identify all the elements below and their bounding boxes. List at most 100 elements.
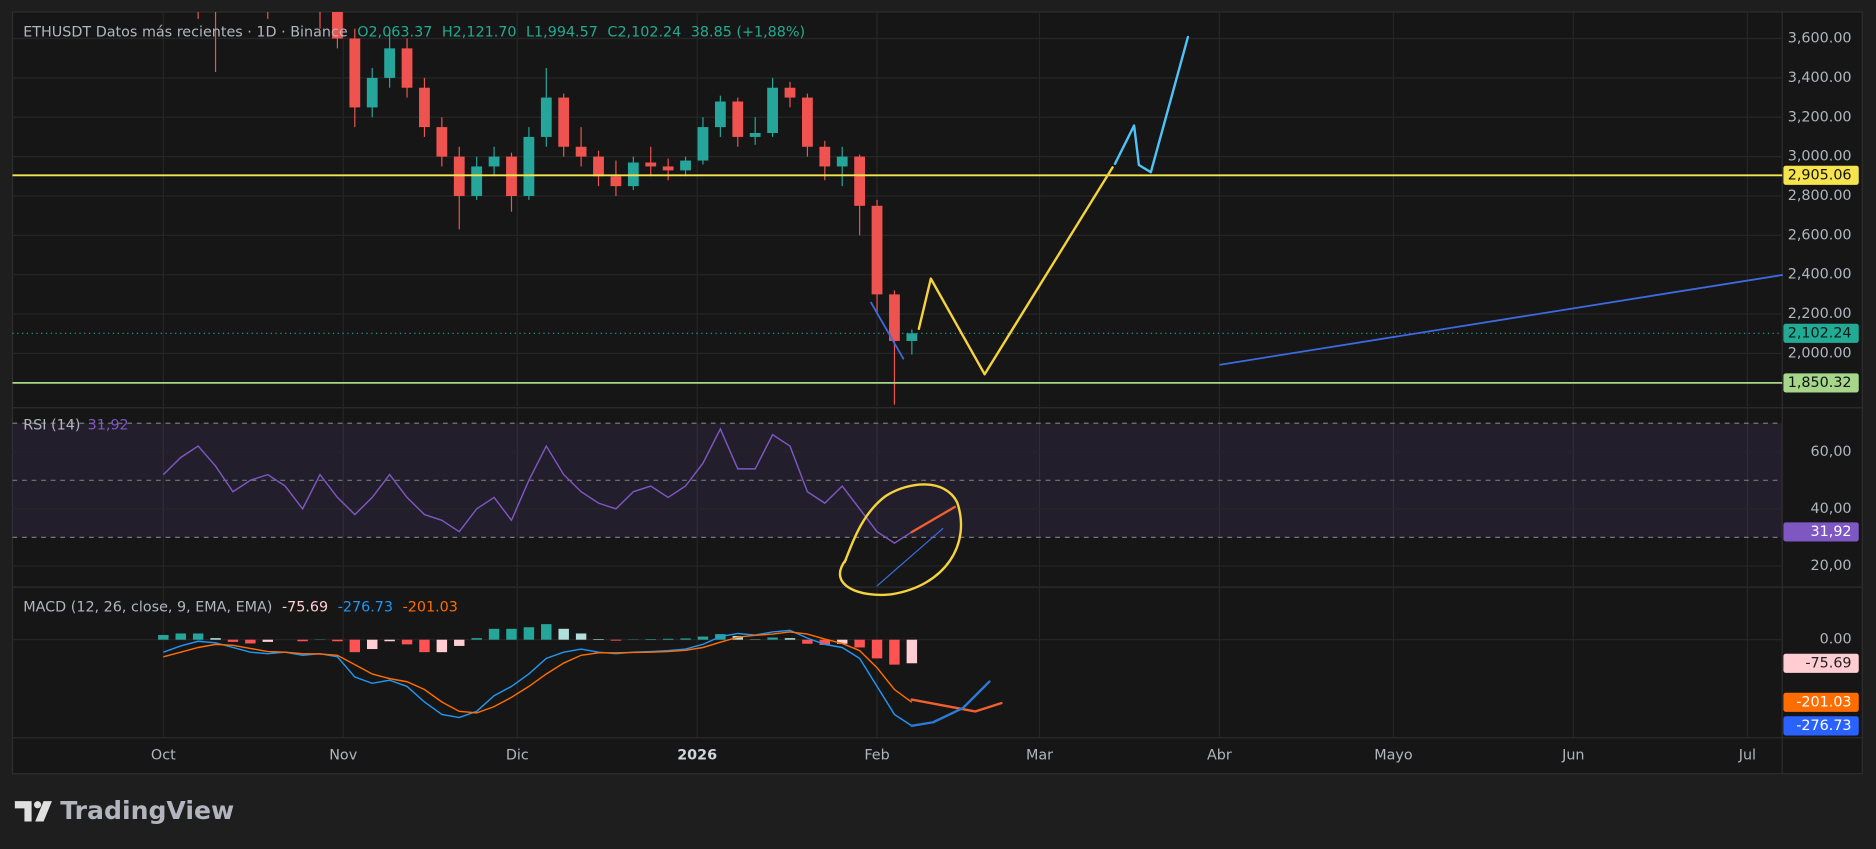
- histogram-bar: [175, 633, 186, 640]
- histogram-bar: [523, 627, 535, 640]
- macd-pill-label: -75.69: [1805, 655, 1851, 671]
- x-tick-label: Mayo: [1374, 748, 1412, 764]
- histogram-bar: [349, 639, 361, 653]
- price-pill: [1783, 323, 1859, 343]
- candle-body: [627, 162, 639, 187]
- histogram-bar: [332, 639, 343, 642]
- trend-line: [870, 301, 905, 360]
- macd-header: MACD (12, 26, close, 9, EMA, EMA) -75.69-…: [23, 599, 458, 615]
- histogram-bar: [210, 638, 221, 640]
- histogram-bar: [454, 639, 465, 646]
- histogram-bar: [506, 628, 517, 640]
- candle-body: [366, 77, 378, 108]
- candle-body: [471, 166, 483, 196]
- histogram-bar: [662, 638, 674, 640]
- trend-line: [1219, 274, 1784, 366]
- macd-value: -276.73: [338, 599, 393, 615]
- y-tick-label: 3,200.00: [1788, 109, 1852, 125]
- histogram-bar: [419, 639, 430, 653]
- price-pill: [1783, 165, 1859, 185]
- ohlc: C2,102.24: [607, 24, 681, 40]
- rsi-pill: [1783, 522, 1859, 542]
- candle-body: [749, 132, 761, 137]
- x-tick-label: 2026: [677, 748, 717, 764]
- candle-body: [575, 146, 587, 157]
- x-tick-label: Abr: [1207, 748, 1232, 764]
- histogram-bar: [227, 639, 239, 642]
- y-tick-label: 3,000.00: [1788, 149, 1852, 165]
- y-tick-label: 3,400.00: [1788, 70, 1852, 86]
- x-tick-label: Mar: [1026, 748, 1053, 764]
- candle-body: [506, 156, 517, 196]
- histogram-bar: [541, 624, 552, 640]
- candle-body: [332, 11, 343, 39]
- histogram-bar: [192, 633, 204, 640]
- histogram-bar: [401, 639, 413, 645]
- histogram-bar: [784, 638, 796, 640]
- y-tick-label: 3,600.00: [1788, 31, 1852, 47]
- histogram-bar: [593, 639, 604, 640]
- chart-panel: [11, 11, 1863, 775]
- candle-body: [732, 101, 744, 137]
- rsi-title: RSI (14): [23, 418, 80, 434]
- histogram-bar: [471, 638, 482, 640]
- drawing-circle: [838, 483, 963, 597]
- macd-pill-label: -201.03: [1796, 694, 1851, 710]
- logo-shape: [35, 801, 52, 822]
- histogram-bar: [836, 639, 848, 644]
- candle-body: [906, 333, 918, 341]
- candle-body: [558, 97, 570, 147]
- candle-body: [697, 127, 709, 161]
- header: ETHUSDT Datos más recientes · 1D · Binan…: [23, 24, 805, 40]
- ohlc: H2,121.70: [442, 24, 517, 40]
- y-tick-label: 2,600.00: [1788, 227, 1852, 243]
- candle-body: [714, 101, 726, 128]
- y-tick-label: 2,400.00: [1788, 267, 1852, 283]
- y-tick-label: 2,000.00: [1788, 345, 1852, 361]
- macd-value: -201.03: [403, 599, 458, 615]
- candles: [197, 11, 918, 405]
- histogram-bar: [819, 639, 831, 645]
- chart-layer: Oct Nov Dic 2026 Feb Mar Abr Mayo Jun Jul 2,000.00…: [12, 11, 1863, 774]
- rsi-line: [162, 427, 913, 544]
- macd-plot: [158, 624, 918, 727]
- x-tick-label: Jul: [1738, 748, 1756, 764]
- drawing-path: [910, 680, 991, 728]
- candle-body: [593, 156, 604, 177]
- macd-pill: [1783, 653, 1859, 673]
- histogram-bar: [158, 635, 169, 640]
- y-tick-label: 0.00: [1820, 632, 1852, 648]
- drawing-path: [917, 166, 1114, 376]
- rsi-header: RSI (14) 31,92: [23, 418, 128, 434]
- candle-body: [384, 48, 396, 78]
- histogram-bar: [680, 638, 691, 640]
- drawing-path: [1113, 35, 1190, 174]
- ohlc: O2,063.37: [357, 24, 432, 40]
- x-tick-label: Oct: [151, 748, 176, 764]
- histogram-bar: [697, 636, 709, 640]
- logo-shape: [14, 801, 32, 822]
- histogram-bar: [854, 639, 865, 648]
- histogram-bar: [767, 637, 778, 640]
- drawing-path: [910, 698, 1003, 713]
- logo-shape: [33, 801, 42, 809]
- histogram-bar: [297, 639, 308, 642]
- candle-body: [767, 87, 778, 133]
- histogram-bar: [384, 639, 395, 642]
- candle-body: [871, 205, 883, 295]
- price-pill-label: 2,905.06: [1788, 167, 1852, 183]
- histogram-bar: [802, 639, 813, 644]
- y-tick-label: 60,00: [1811, 444, 1852, 460]
- candle-body: [662, 166, 674, 171]
- candle-body: [523, 136, 535, 196]
- macd-pill-label: -276.73: [1796, 718, 1851, 734]
- histogram-bar: [575, 633, 587, 640]
- x-tick-label: Nov: [329, 748, 357, 764]
- y-tick-label: 40,00: [1811, 501, 1852, 517]
- candle-body: [889, 294, 900, 341]
- histogram-bar: [366, 639, 378, 650]
- candle-body: [784, 87, 796, 98]
- macd-pill: [1783, 692, 1859, 712]
- drawings: [838, 35, 1784, 728]
